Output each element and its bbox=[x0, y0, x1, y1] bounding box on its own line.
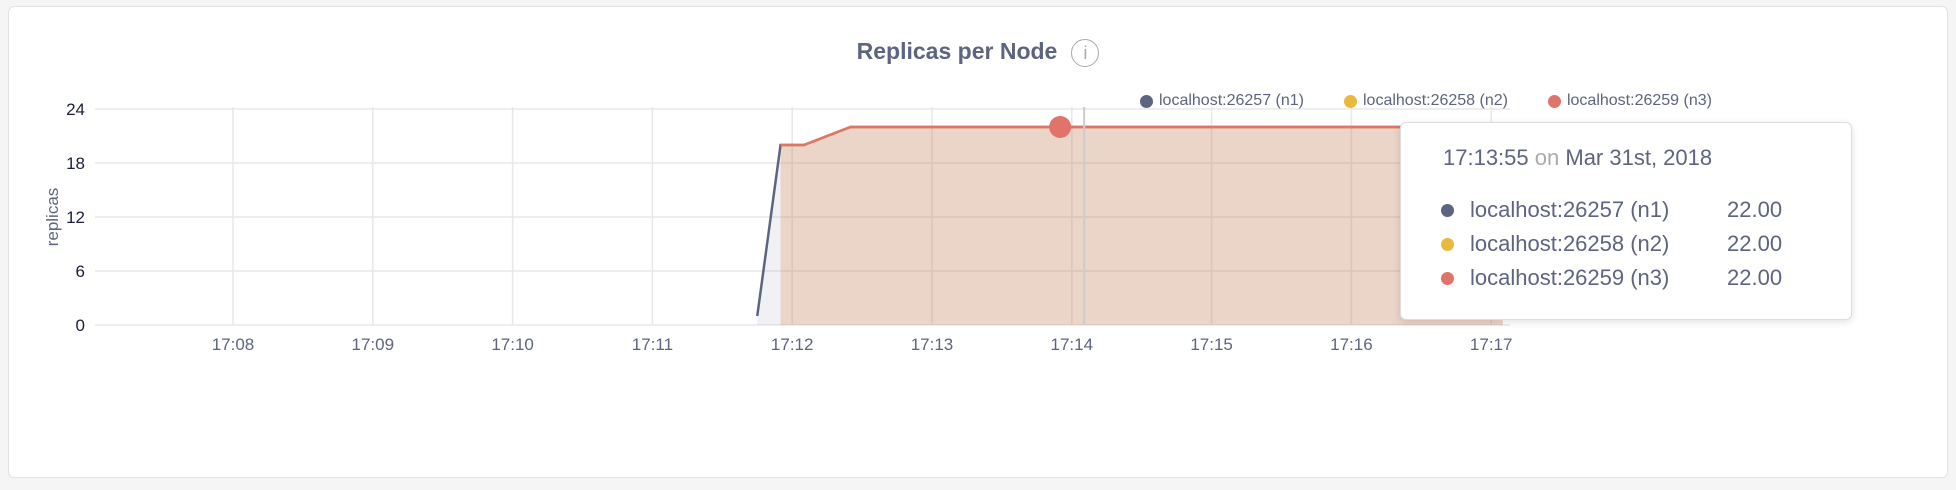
x-tick-label: 17:12 bbox=[771, 335, 814, 354]
y-axis-label: replicas bbox=[43, 188, 62, 247]
tooltip-header: 17:13:55 on Mar 31st, 2018 bbox=[1443, 145, 1713, 170]
x-tick-label: 17:08 bbox=[212, 335, 255, 354]
x-tick-label: 17:15 bbox=[1190, 335, 1233, 354]
series-line bbox=[780, 125, 1503, 147]
legend: localhost:26257 (n1) localhost:26258 (n2… bbox=[1140, 92, 1712, 110]
y-tick-label: 18 bbox=[66, 154, 85, 173]
y-tick-label: 12 bbox=[66, 208, 85, 227]
tooltip-row: localhost:26257 (n1) 22.00 bbox=[1441, 197, 1782, 223]
x-tick-label: 17:14 bbox=[1051, 335, 1094, 354]
legend-item-n3[interactable]: localhost:26259 (n3) bbox=[1547, 92, 1712, 110]
legend-swatch bbox=[1140, 94, 1153, 108]
y-tick-label: 6 bbox=[76, 262, 85, 281]
series-dot bbox=[1441, 203, 1454, 217]
y-tick-label: 24 bbox=[66, 100, 85, 119]
legend-item-n2[interactable]: localhost:26258 (n2) bbox=[1343, 92, 1508, 110]
hover-point bbox=[1049, 116, 1072, 138]
series-area bbox=[780, 127, 1503, 325]
x-tick-label: 17:16 bbox=[1330, 335, 1373, 354]
x-tick-label: 17:11 bbox=[632, 335, 673, 354]
legend-item-n1[interactable]: localhost:26257 (n1) bbox=[1140, 92, 1304, 110]
hover-tooltip: 17:13:55 on Mar 31st, 2018 localhost:262… bbox=[1400, 122, 1852, 320]
x-tick-label: 17:10 bbox=[491, 335, 534, 354]
legend-swatch bbox=[1547, 94, 1561, 108]
series-area bbox=[757, 127, 1503, 325]
series-area bbox=[780, 127, 1503, 325]
x-tick-label: 17:17 bbox=[1470, 335, 1513, 354]
chart-title: Replicas per Node i bbox=[0, 38, 1956, 67]
tooltip-row: localhost:26259 (n3) 22.00 bbox=[1441, 265, 1782, 291]
series-dot bbox=[1441, 237, 1454, 251]
x-tick-label: 17:13 bbox=[911, 335, 954, 354]
tooltip-row: localhost:26258 (n2) 22.00 bbox=[1441, 231, 1782, 257]
legend-swatch bbox=[1343, 94, 1357, 108]
series-dot bbox=[1441, 271, 1454, 285]
y-tick-label: 0 bbox=[76, 316, 85, 335]
x-tick-label: 17:09 bbox=[352, 335, 395, 354]
info-icon[interactable]: i bbox=[1071, 38, 1100, 67]
